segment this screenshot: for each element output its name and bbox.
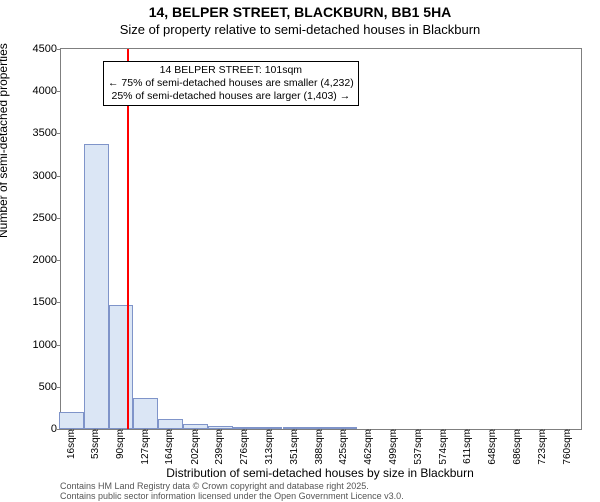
x-tick-mark [419, 429, 420, 433]
x-tick-mark [220, 429, 221, 433]
x-tick-mark [196, 429, 197, 433]
x-tick-mark [543, 429, 544, 433]
y-tick-mark [57, 49, 61, 50]
x-tick-label: 723sqm [537, 429, 548, 465]
y-tick-label: 2500 [17, 212, 57, 224]
x-tick-label: 313sqm [264, 429, 275, 465]
histogram-bar [109, 305, 134, 429]
plot-area: 05001000150020002500300035004000450016sq… [60, 48, 582, 430]
x-tick-mark [270, 429, 271, 433]
chart-container: 14, BELPER STREET, BLACKBURN, BB1 5HA Si… [0, 0, 600, 500]
y-tick-mark [57, 176, 61, 177]
annotation-box: 14 BELPER STREET: 101sqm← 75% of semi-de… [103, 61, 359, 106]
x-tick-label: 127sqm [140, 429, 151, 465]
y-tick-label: 4500 [17, 43, 57, 55]
x-tick-label: 16sqm [66, 429, 77, 459]
y-tick-label: 4000 [17, 85, 57, 97]
y-tick-mark [57, 133, 61, 134]
histogram-bar [84, 144, 109, 429]
footer-attribution: Contains HM Land Registry data © Crown c… [60, 482, 404, 502]
x-tick-label: 276sqm [239, 429, 250, 465]
x-tick-mark [72, 429, 73, 433]
annotation-line-3: 25% of semi-detached houses are larger (… [108, 90, 354, 103]
x-tick-mark [518, 429, 519, 433]
x-tick-mark [121, 429, 122, 433]
y-tick-label: 1000 [17, 339, 57, 351]
x-tick-mark [493, 429, 494, 433]
x-tick-mark [394, 429, 395, 433]
x-tick-label: 499sqm [388, 429, 399, 465]
x-tick-label: 53sqm [90, 429, 101, 459]
x-tick-label: 388sqm [314, 429, 325, 465]
y-tick-mark [57, 302, 61, 303]
x-tick-mark [295, 429, 296, 433]
histogram-bar [283, 427, 308, 429]
x-tick-mark [170, 429, 171, 433]
x-tick-mark [96, 429, 97, 433]
y-tick-label: 2000 [17, 254, 57, 266]
histogram-bar [133, 398, 158, 429]
y-tick-mark [57, 91, 61, 92]
x-tick-mark [369, 429, 370, 433]
y-tick-label: 1500 [17, 296, 57, 308]
y-axis-label: Number of semi-detached properties [0, 43, 10, 238]
y-tick-label: 500 [17, 381, 57, 393]
chart-subtitle: Size of property relative to semi-detach… [0, 22, 600, 37]
x-tick-label: 574sqm [438, 429, 449, 465]
x-tick-label: 648sqm [487, 429, 498, 465]
chart-title: 14, BELPER STREET, BLACKBURN, BB1 5HA [0, 4, 600, 20]
x-tick-label: 351sqm [289, 429, 300, 465]
histogram-bar [257, 427, 282, 429]
y-tick-mark [57, 387, 61, 388]
x-tick-mark [444, 429, 445, 433]
x-tick-mark [468, 429, 469, 433]
x-tick-label: 239sqm [214, 429, 225, 465]
histogram-bar [158, 419, 183, 429]
x-tick-label: 760sqm [562, 429, 573, 465]
x-tick-mark [245, 429, 246, 433]
histogram-bar [183, 424, 208, 429]
x-axis-label: Distribution of semi-detached houses by … [60, 466, 580, 480]
x-tick-label: 164sqm [164, 429, 175, 465]
histogram-bar [307, 427, 332, 429]
x-tick-label: 686sqm [512, 429, 523, 465]
y-tick-label: 3000 [17, 170, 57, 182]
x-tick-mark [344, 429, 345, 433]
x-tick-mark [146, 429, 147, 433]
x-tick-label: 90sqm [115, 429, 126, 459]
histogram-bar [332, 427, 357, 429]
x-tick-mark [568, 429, 569, 433]
histogram-bar [59, 412, 84, 429]
y-tick-label: 3500 [17, 127, 57, 139]
footer-line-2: Contains public sector information licen… [60, 492, 404, 502]
annotation-line-1: 14 BELPER STREET: 101sqm [108, 64, 354, 77]
x-tick-label: 202sqm [190, 429, 201, 465]
histogram-bar [233, 427, 258, 429]
x-tick-label: 462sqm [363, 429, 374, 465]
x-tick-label: 537sqm [413, 429, 424, 465]
y-tick-label: 0 [17, 423, 57, 435]
y-tick-mark [57, 345, 61, 346]
x-tick-mark [320, 429, 321, 433]
x-tick-label: 611sqm [462, 429, 473, 464]
y-tick-mark [57, 218, 61, 219]
histogram-bar [208, 426, 233, 429]
annotation-line-2: ← 75% of semi-detached houses are smalle… [108, 77, 354, 90]
y-tick-mark [57, 429, 61, 430]
y-tick-mark [57, 260, 61, 261]
x-tick-label: 425sqm [338, 429, 349, 465]
